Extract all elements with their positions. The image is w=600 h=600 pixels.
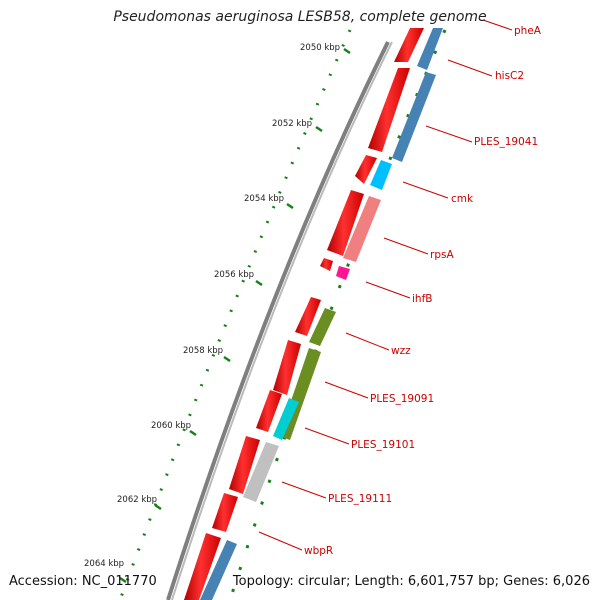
gene-bar-rpsA xyxy=(343,196,381,262)
scale-label: 2056 kbp xyxy=(214,270,254,280)
scale-label: 2064 kbp xyxy=(84,559,124,569)
scale-tick xyxy=(119,576,127,584)
scale-tick xyxy=(154,503,162,511)
leader-line xyxy=(324,381,369,399)
gene-bar-cmk xyxy=(370,160,392,190)
reverse-strand xyxy=(200,28,443,600)
gene-label-cmk: cmk xyxy=(451,193,474,205)
gene-block xyxy=(212,493,238,532)
leader-line xyxy=(345,332,390,351)
gene-label-PLES_19101: PLES_19101 xyxy=(351,439,415,451)
genome-summary: Topology: circular; Length: 6,601,757 bp… xyxy=(232,574,590,589)
gene-block xyxy=(320,258,333,271)
scale-tick xyxy=(315,125,323,133)
gene-bar-PLES_19101 xyxy=(273,398,299,440)
scale-tick xyxy=(189,429,197,437)
gene-block xyxy=(256,390,282,432)
leader-lines xyxy=(258,19,513,551)
leader-line xyxy=(482,19,513,31)
gene-label-wbpR: wbpR xyxy=(304,545,333,557)
backbone-ring-inner xyxy=(171,41,393,600)
gene-label-PLES_19111: PLES_19111 xyxy=(328,493,392,505)
backbone-ring xyxy=(166,41,390,600)
gene-block xyxy=(295,297,321,336)
map-title: Pseudomonas aeruginosa LESB58, complete … xyxy=(113,9,487,25)
leader-line xyxy=(447,59,493,77)
gene-block xyxy=(394,28,424,62)
gene-block xyxy=(184,533,221,600)
gene-bar-hisC2 xyxy=(392,72,436,162)
gene-label-pheA: pheA xyxy=(514,25,542,37)
scale-tick xyxy=(343,47,351,55)
gene-block xyxy=(327,190,364,256)
gene-block xyxy=(368,68,410,152)
gene-block xyxy=(229,436,260,494)
gene-label-ihfB: ihfB xyxy=(412,293,432,305)
leader-line xyxy=(281,481,327,499)
scale-label: 2050 kbp xyxy=(300,43,340,53)
scale-label: 2052 kbp xyxy=(272,119,312,129)
leader-line xyxy=(383,237,429,255)
gene-bar-wbpR xyxy=(200,540,237,600)
gene-label-hisC2: hisC2 xyxy=(495,70,524,82)
gene-label-rpsA: rpsA xyxy=(430,249,454,261)
scale-label: 2062 kbp xyxy=(117,495,157,505)
scale-label: 2058 kbp xyxy=(183,346,223,356)
gene-label-wzz: wzz xyxy=(391,345,411,357)
gene-label-PLES_19091: PLES_19091 xyxy=(370,393,434,405)
scale-tick xyxy=(255,279,263,287)
gene-bar-wzz xyxy=(309,308,336,346)
gene-block xyxy=(355,155,377,184)
leader-line xyxy=(365,281,411,299)
leader-line xyxy=(304,427,350,445)
gene-bar-PLES_19111 xyxy=(243,442,279,502)
scale-tick xyxy=(286,202,294,210)
leader-line xyxy=(258,531,303,551)
accession-label: Accession: NC_011770 xyxy=(9,574,157,589)
leader-line xyxy=(402,181,449,199)
gene-bar-ihfB xyxy=(336,266,350,280)
gene-bar-pheA xyxy=(417,28,443,70)
scale-ring xyxy=(118,29,352,600)
scale-tick xyxy=(223,355,231,363)
gene-label-PLES_19041: PLES_19041 xyxy=(474,136,538,148)
gene-block xyxy=(273,340,301,395)
forward-strand xyxy=(184,28,424,600)
scale-label: 2060 kbp xyxy=(151,421,191,431)
scale-label: 2054 kbp xyxy=(244,194,284,204)
leader-line xyxy=(425,125,473,143)
